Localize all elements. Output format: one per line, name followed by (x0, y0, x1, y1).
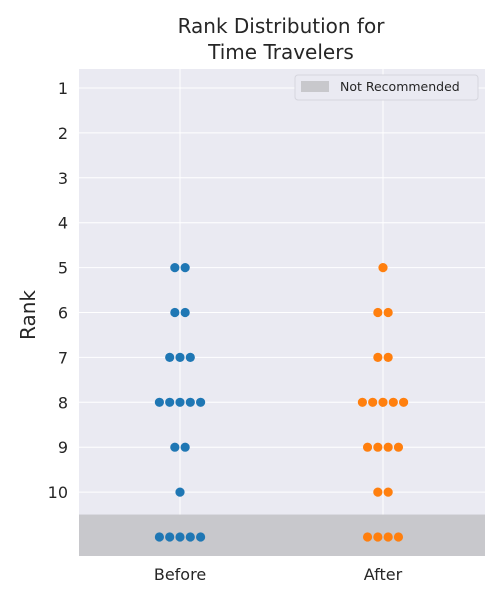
point-before-3 (180, 307, 190, 318)
point-after-12 (383, 442, 393, 452)
y-tick-labels: 1 2 3 4 5 6 7 8 9 10 (48, 79, 68, 502)
chart-title-line-1: Rank Distribution for (178, 14, 386, 38)
point-after-2 (383, 307, 393, 318)
y-tick-8: 8 (58, 393, 68, 412)
point-before-10 (185, 397, 195, 407)
point-after-8 (388, 397, 398, 407)
point-before-13 (180, 442, 190, 452)
point-after-9 (399, 397, 409, 407)
point-after-16 (362, 532, 373, 542)
point-after-3 (373, 352, 383, 362)
point-before-8 (165, 397, 175, 407)
point-before-17 (175, 532, 185, 542)
point-after-15 (383, 487, 393, 497)
chart-title-line-2: Time Travelers (207, 40, 354, 64)
y-tick-1: 1 (58, 79, 68, 98)
point-after-19 (393, 532, 404, 542)
x-tick-before: Before (154, 565, 206, 584)
point-before-16 (165, 532, 175, 542)
y-tick-9: 9 (58, 438, 68, 457)
y-tick-3: 3 (58, 169, 68, 188)
point-after-7 (378, 397, 388, 407)
point-before-14 (175, 487, 185, 497)
y-tick-2: 2 (58, 124, 68, 143)
legend-label-not-recommended: Not Recommended (340, 79, 460, 94)
point-after-10 (362, 442, 373, 452)
point-after-1 (373, 307, 383, 318)
point-before-9 (175, 397, 185, 407)
point-before-0 (170, 263, 180, 273)
point-after-14 (373, 487, 383, 497)
x-tick-labels: Before After (154, 565, 403, 584)
point-before-6 (185, 352, 195, 362)
point-after-6 (368, 397, 378, 407)
y-tick-6: 6 (58, 304, 68, 323)
y-axis-label: Rank (16, 290, 40, 340)
point-before-11 (196, 397, 206, 407)
point-before-4 (165, 352, 175, 362)
x-tick-after: After (364, 565, 403, 584)
point-before-15 (154, 532, 164, 542)
legend-box (294, 74, 479, 101)
y-tick-10: 10 (48, 483, 68, 502)
point-before-5 (175, 352, 185, 362)
point-before-12 (170, 442, 180, 452)
legend-swatch-not-recommended (301, 81, 329, 92)
point-before-1 (180, 263, 190, 273)
point-after-4 (383, 352, 393, 362)
point-after-5 (357, 397, 367, 407)
point-before-19 (196, 532, 206, 542)
y-tick-4: 4 (58, 214, 68, 233)
point-after-11 (373, 442, 383, 452)
y-tick-7: 7 (58, 348, 68, 367)
point-before-2 (170, 307, 180, 318)
point-after-13 (393, 442, 404, 452)
not-recommended-region (79, 514, 485, 556)
data-points (154, 263, 409, 542)
legend: Not Recommended (294, 74, 479, 101)
grid-lines (79, 69, 485, 515)
point-before-18 (185, 532, 195, 542)
point-after-18 (383, 532, 393, 542)
point-after-0 (378, 263, 388, 273)
y-tick-5: 5 (58, 259, 68, 278)
point-after-17 (373, 532, 383, 542)
point-before-7 (154, 397, 164, 407)
